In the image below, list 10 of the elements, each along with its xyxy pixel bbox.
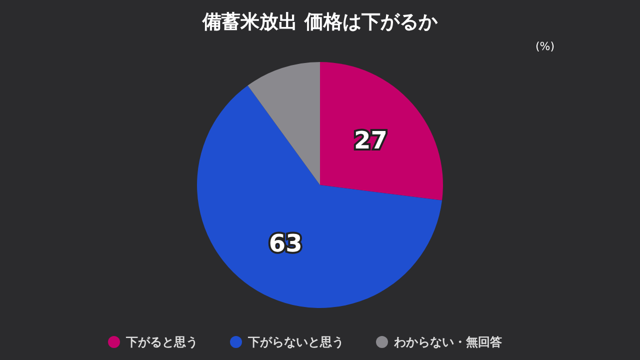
text: (%) (535, 40, 555, 53)
pie-slice (320, 62, 443, 200)
data-label: 63 (268, 230, 302, 258)
chart-title: 備蓄米放出 価格は下がるか (202, 11, 438, 33)
legend-label: わからない・無回答 (393, 335, 503, 350)
pie-slice (197, 85, 442, 308)
legend-label: 下がらないと思う (247, 335, 344, 350)
legend-label: 下がると思う (125, 335, 198, 350)
data-label: 27 (354, 126, 388, 155)
pie-slice (248, 62, 320, 185)
